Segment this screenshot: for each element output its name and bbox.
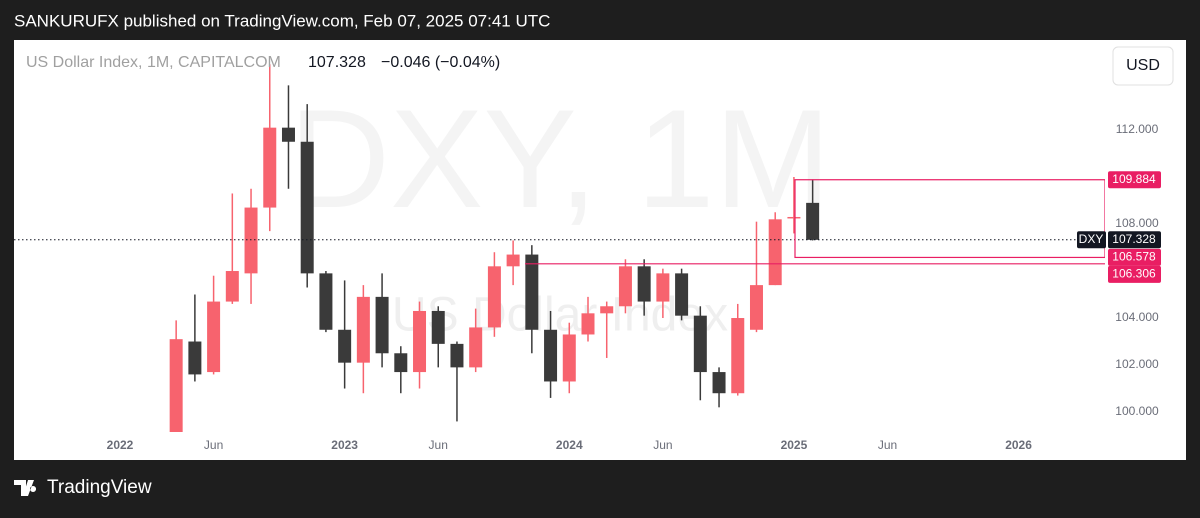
candle-body: [562, 334, 576, 382]
candle-body: [300, 141, 314, 274]
y-tick-label: 112.000: [1116, 122, 1159, 136]
range-box: [794, 179, 1105, 259]
candle-body: [169, 339, 183, 432]
y-tick-label: 108.000: [1115, 216, 1159, 230]
candle-body: [188, 341, 202, 375]
symbol-tag: [1077, 231, 1106, 249]
price-change: −0.046 (−0.04%): [381, 54, 500, 71]
candle-body: [712, 372, 726, 394]
candle-body: [749, 285, 763, 330]
candle-body: [450, 343, 464, 368]
candle-body: [600, 306, 614, 314]
x-tick-label: 2026: [1005, 438, 1032, 452]
candle-body: [618, 266, 632, 307]
x-tick-label: Jun: [204, 438, 223, 452]
currency-button[interactable]: [1112, 46, 1174, 86]
candle-body: [693, 315, 707, 373]
publish-header: SANKURUFX published on TradingView.com, …: [14, 11, 550, 30]
level-tag: [1108, 265, 1161, 283]
candle-body: [338, 329, 352, 363]
candle-body: [768, 219, 782, 286]
candle-body: [506, 254, 520, 267]
candle-body: [319, 273, 333, 330]
level-label: 109.884: [1112, 172, 1156, 186]
candle-body: [431, 310, 445, 344]
symbol-label: DXY: [1079, 232, 1104, 246]
candle-body: [244, 207, 258, 274]
x-tick-label: Jun: [878, 438, 897, 452]
chart-area: [14, 40, 1186, 460]
x-tick-label: 2022: [107, 438, 134, 452]
logo: [14, 480, 37, 496]
x-tick-label: Jun: [429, 438, 448, 452]
watermark: DXY, 1M: [289, 80, 831, 237]
y-tick-label: 104.000: [1115, 310, 1159, 324]
level-tag: [1108, 171, 1161, 189]
candle-body: [281, 127, 295, 142]
candle-body: [731, 318, 745, 394]
candle-body: [787, 216, 801, 219]
x-tick-label: 2023: [331, 438, 358, 452]
candle-body: [225, 271, 239, 302]
candle-body: [487, 266, 501, 328]
candle-body: [207, 301, 221, 373]
candle-body: [581, 313, 595, 335]
y-tick-label: 100.000: [1115, 404, 1159, 418]
candle-body: [469, 327, 483, 368]
candle-body: [544, 329, 558, 382]
level-label: 106.578: [1112, 250, 1156, 264]
candle-body: [394, 353, 408, 373]
candle-body: [675, 273, 689, 316]
x-tick-label: 2025: [781, 438, 808, 452]
plot-layer: [14, 64, 1105, 432]
level-label: 106.306: [1112, 267, 1156, 281]
candle-body: [637, 266, 651, 302]
candle-body: [656, 273, 670, 302]
y-tick-label: 102.000: [1115, 357, 1159, 371]
symbol-title: US Dollar Index, 1M, CAPITALCOM: [26, 54, 281, 71]
price-tag-label: 107.328: [1112, 232, 1156, 246]
currency-label: USD: [1126, 57, 1160, 74]
watermark-sub: US Dollar Index: [392, 289, 728, 342]
candle-body: [806, 202, 820, 240]
candle-body: [375, 296, 389, 354]
candle-body: [356, 296, 370, 363]
level-tag: [1108, 248, 1161, 266]
last-price: 107.328: [308, 54, 366, 71]
candle-body: [263, 127, 277, 208]
x-tick-label: 2024: [556, 438, 583, 452]
candle-body: [413, 310, 427, 373]
candle-body: [525, 254, 539, 330]
price-tag: [1108, 231, 1161, 249]
x-tick-label: Jun: [653, 438, 672, 452]
brand: TradingView: [47, 477, 152, 498]
